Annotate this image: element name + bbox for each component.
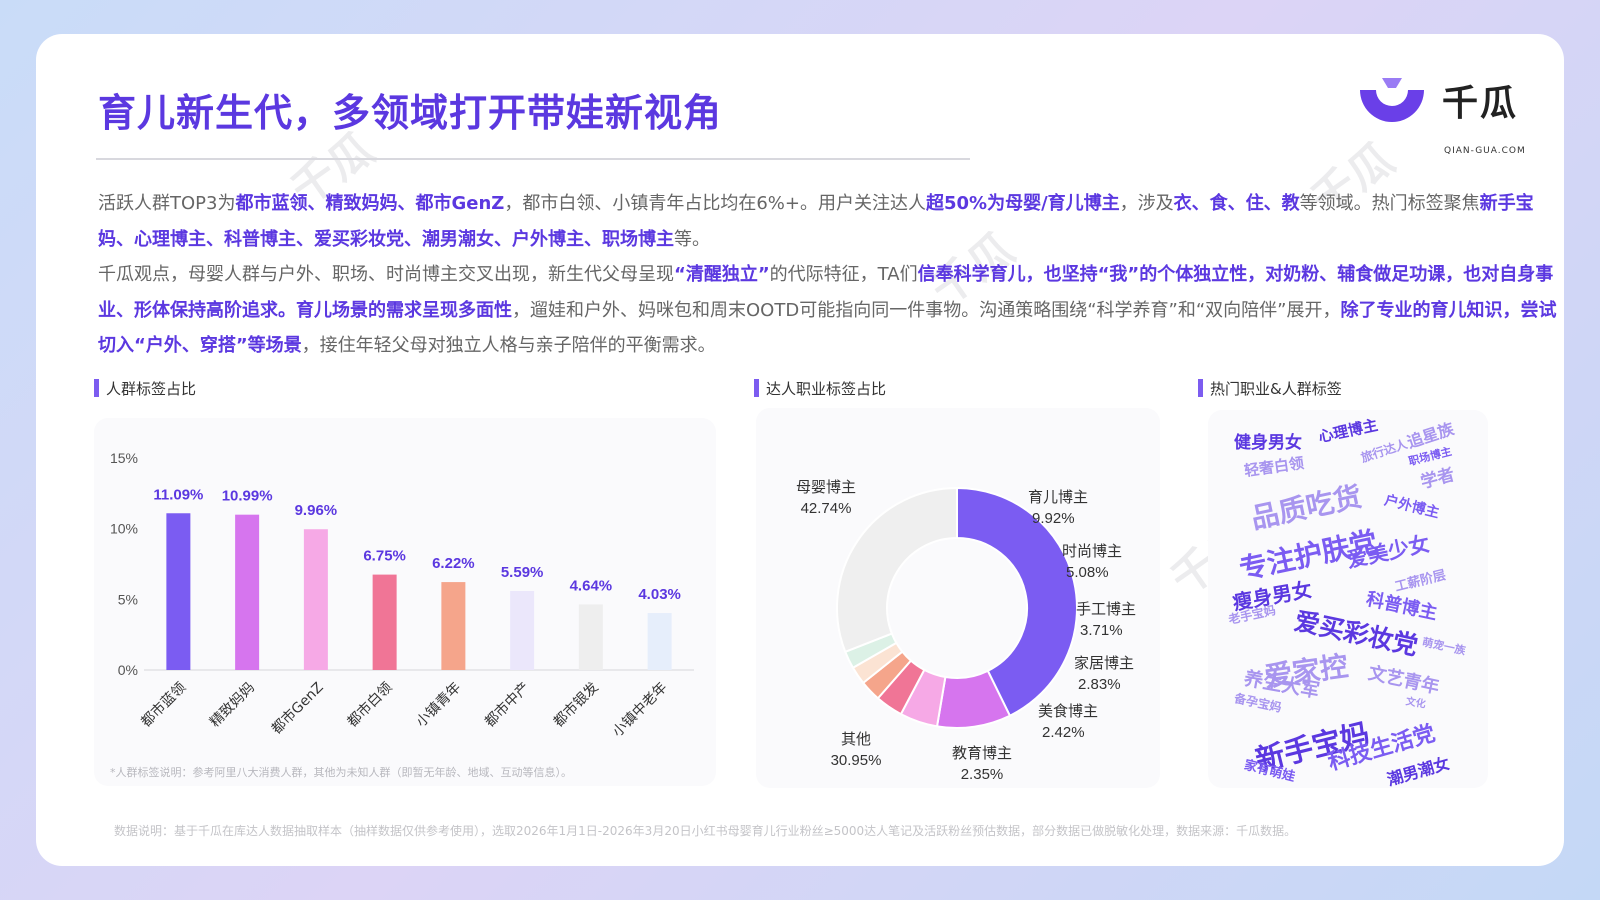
body-text: 等。 [674,228,710,250]
highlight-text: 信奉科学育儿，也坚持“我”的个体独立性，对奶粉、辅食做足功课，也对自身事业、形体… [98,264,1554,321]
body-text: 千瓜观点，母婴人群与户外、职场、时尚博主交叉出现，新生代父母呈现 [98,264,674,285]
body-text: ，遛娃和户外、妈咪包和周末OOTD可能指向同一件事物。沟通策略围绕“科学养育”和… [512,299,1341,321]
word-tag: 心理博主 [1316,415,1380,447]
bar-value-label: 4.64% [570,577,613,594]
bar-value-label: 6.75% [363,548,406,565]
slice-value-label: 2.35% [961,766,1004,783]
bar [441,582,466,670]
body-text: ，都市白领、小镇青年占比均在6%+。用户关注达人 [504,193,926,214]
y-tick-label: 15% [110,450,138,466]
x-tick-label: 都市中产 [481,679,533,731]
bar [166,513,191,670]
word-tag: 文化 [1404,696,1427,711]
slice-value-label: 5.08% [1066,564,1109,581]
y-tick-label: 10% [110,521,138,537]
x-tick-label: 小镇青年 [413,680,464,731]
word-tag: 工薪阶层 [1393,567,1448,596]
body-text: 活跃人群TOP3为 [98,193,236,214]
slice-label: 育儿博主 [1028,488,1088,506]
highlight-text: 衣、食、住、教 [1173,193,1300,214]
body-text: 等领域。热门标签聚焦 [1299,193,1480,214]
body-text: ，涉及 [1119,193,1174,214]
summary-paragraph-2: 千瓜观点，母婴人群与户外、职场、时尚博主交叉出现，新生代父母呈现“清醒独立”的代… [98,257,1560,364]
bar-value-label: 10.99% [222,488,273,505]
slice-label: 母婴博主 [796,478,856,496]
slice-label: 家居博主 [1074,654,1134,672]
slice-value-label: 3.71% [1080,622,1123,639]
bar [510,590,535,670]
bar-value-label: 9.96% [295,502,338,519]
qiangua-logo-icon [1360,78,1424,122]
slice-label: 时尚博主 [1062,542,1122,560]
slice-value-label: 9.92% [1032,510,1075,527]
summary-text: 活跃人群TOP3为都市蓝领、精致妈妈、都市GenZ，都市白领、小镇青年占比均在6… [98,186,1560,364]
word-tag: 旅行达人 [1359,436,1410,466]
highlight-text: 都市蓝领、精致妈妈、都市GenZ [235,193,505,214]
slice-value-label: 30.95% [831,752,882,769]
bar [235,514,260,670]
bar [303,529,328,670]
bar-value-label: 11.09% [153,486,203,503]
donut-slice [836,486,958,654]
donut-chart: 母婴博主 42.74% 育儿博主 9.92% 时尚博主 5.08% 手工博主 3.71% 家居博… [796,478,1136,783]
x-tick-label: 都市GenZ [268,679,327,738]
word-tag: 文艺青年 [1366,662,1442,699]
bar-value-label: 6.22% [432,555,475,572]
slice-label: 其他 [841,730,871,748]
donut-chart-panel: 母婴博主 42.74% 育儿博主 9.92% 时尚博主 5.08% 手工博主 3.71% 家居博… [756,408,1160,788]
x-tick-label: 精致妈妈 [207,680,258,731]
section-title-kol: 达人职业标签占比 [754,378,886,399]
bar [372,574,397,670]
x-tick-label: 都市银发 [550,679,602,731]
summary-paragraph-1: 活跃人群TOP3为都市蓝领、精致妈妈、都市GenZ，都市白领、小镇青年占比均在6… [98,186,1560,257]
y-tick-label: 0% [118,662,138,678]
bar [647,613,672,670]
x-tick-label: 小镇中老年 [610,680,671,741]
word-tag: 健身男女 [1234,433,1302,453]
bar-value-label: 5.59% [501,564,544,581]
word-tag: 户外博主 [1382,492,1441,522]
x-tick-label: 都市白领 [344,679,396,731]
highlight-text: 超50%为母婴/育儿博主 [925,193,1120,214]
title-divider [96,158,970,160]
word-tag: 萌宠一族 [1421,635,1467,658]
logo-domain: QIAN-GUA.COM [1444,146,1526,156]
y-tick-label: 5% [118,591,138,607]
highlight-text: 新手宝妈、心理博主、科普博主、爱买彩妆党、潮男潮女、户外博主、职场博主 [98,193,1534,250]
section-title-tags: 热门职业&人群标签 [1198,378,1342,399]
donut-slice [956,486,1078,718]
chart-note: *人群标签说明：参考阿里八大消费人群，其他为未知人群（即暂无年龄、地域、互动等信… [110,766,572,779]
body-text: ，接住年轻父母对独立人格与亲子陪伴的平衡需求。 [301,335,716,356]
body-text: 的代际特征，TA们 [769,264,918,285]
word-cloud-panel: 健身男女 心理博主 追星族 旅行达人 职场博主 轻奢白领 学者 品质吃货 户外博主 专注护肤党 爱美… [1208,410,1488,789]
highlight-text: 除了专业的育儿知识，尝试切入“户外、穿搭”等场景 [98,299,1557,357]
word-tag: 轻奢白领 [1243,453,1306,481]
slice-value-label: 2.42% [1042,724,1085,741]
slice-label: 手工博主 [1076,600,1136,618]
footer-note: 数据说明：基于千瓜在库达人数据抽取样本（抽样数据仅供参考使用），选取2026年1… [114,824,1297,838]
logo-name: 千瓜 [1442,83,1519,124]
slice-label: 教育博主 [952,744,1012,762]
bar-chart-panel: 0% 5% 10% 15% 11.09% 都市蓝领 10.99% 精致妈妈 9.96% 都市Gen… [94,418,716,786]
slice-label: 美食博主 [1038,702,1098,720]
highlight-text: “清醒独立” [674,264,770,285]
slice-value-label: 42.74% [801,500,852,517]
x-tick-label: 都市蓝领 [138,679,190,731]
report-card: 千瓜 千瓜 千瓜 千瓜 千瓜 千瓜 千瓜 千瓜 育儿新生代，多领域打开带娃新视角… [36,34,1564,866]
page-title: 育儿新生代，多领域打开带娃新视角 [98,91,723,135]
section-title-audience: 人群标签占比 [94,378,196,399]
bar-value-label: 4.03% [638,586,681,603]
bar [578,604,603,670]
slice-value-label: 2.83% [1078,676,1121,693]
brand-logo[interactable]: 千瓜 QIAN-GUA.COM [1352,70,1552,156]
bar-chart: 0% 5% 10% 15% 11.09% 都市蓝领 10.99% 精致妈妈 9.96% 都市Gen… [110,450,694,741]
